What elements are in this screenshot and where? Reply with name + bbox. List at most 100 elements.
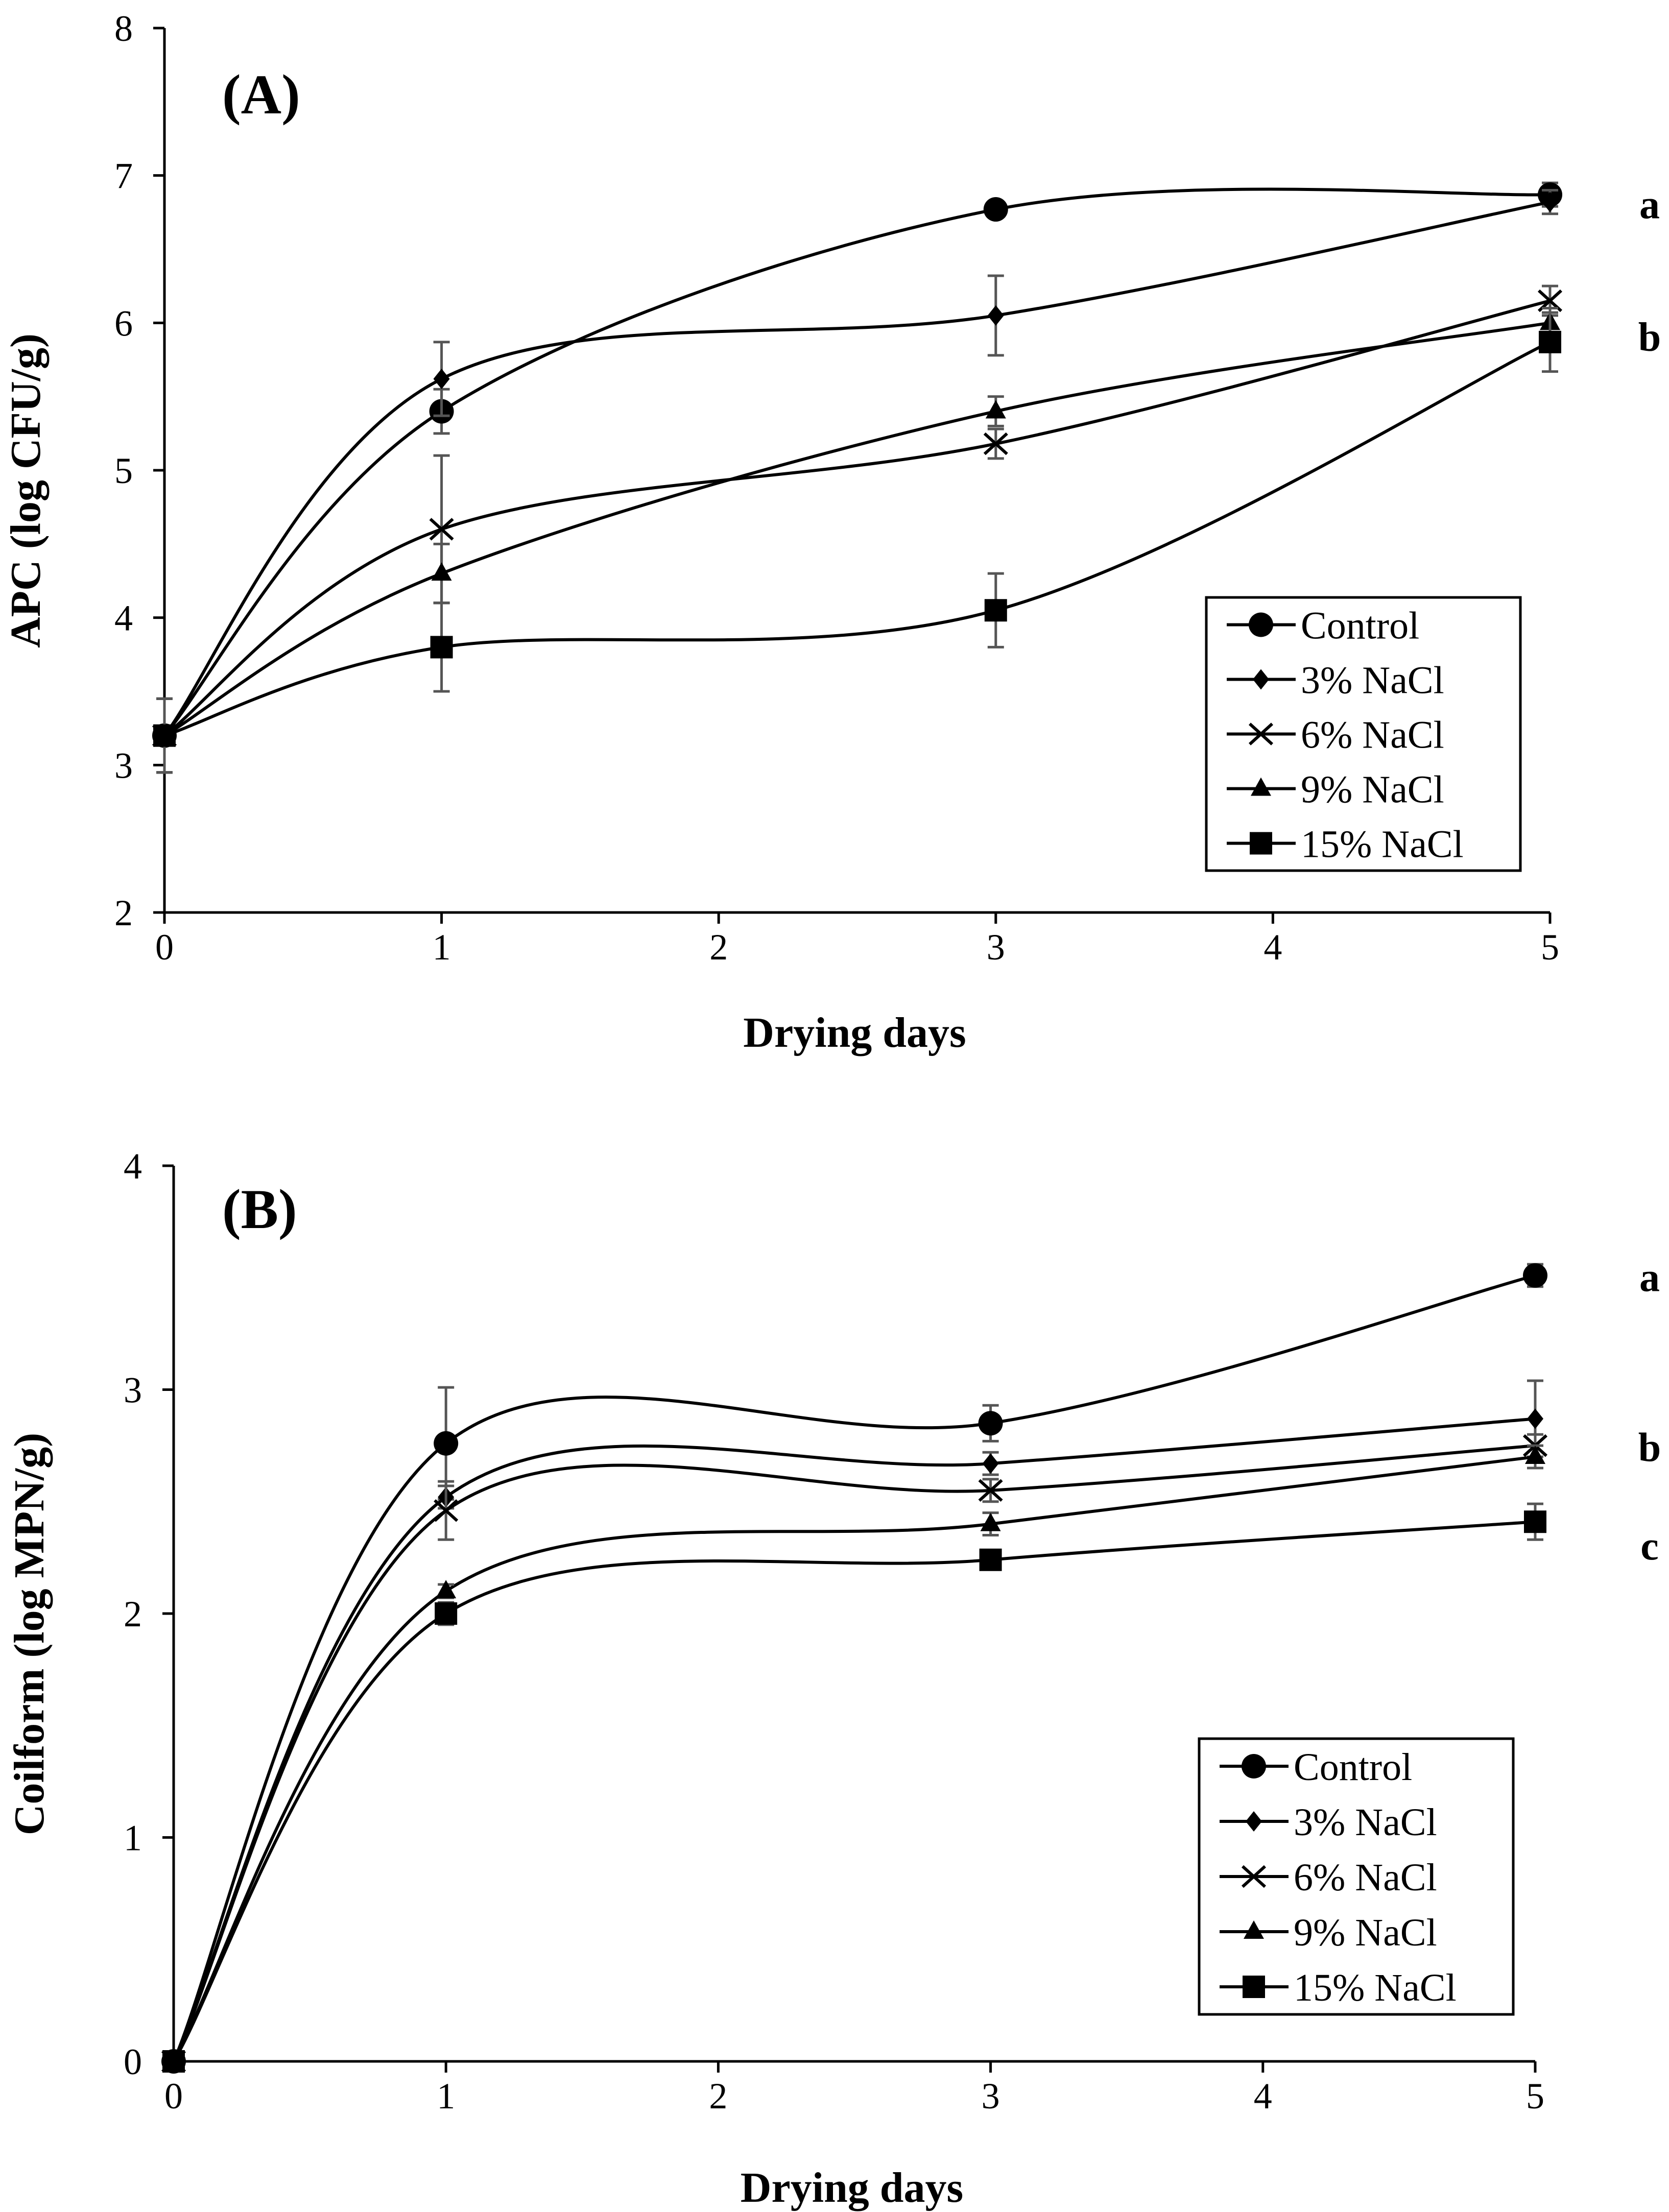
x-tick-label: 4 <box>1263 927 1282 968</box>
x-tick-label: 4 <box>1254 2076 1272 2117</box>
series-6pct-nacl-line <box>172 1444 1536 2062</box>
legend-label: 3% NaCl <box>1294 1801 1437 1844</box>
series-15pct-nacl-marker <box>1524 1510 1546 1533</box>
significance-label-a: a <box>1639 1255 1660 1300</box>
x-tick-label: 1 <box>437 2076 455 2117</box>
legend-6pct-nacl-marker <box>1248 723 1274 746</box>
series-3pct-nacl-marker <box>1527 1408 1543 1429</box>
y-tick-label: 3 <box>124 1370 142 1411</box>
legend-label: 6% NaCl <box>1294 1856 1437 1899</box>
legend-label: 15% NaCl <box>1301 823 1464 866</box>
series-control-line <box>163 187 1551 737</box>
series-6pct-nacl-marker <box>429 518 454 541</box>
y-tick-label: 4 <box>124 1146 142 1187</box>
legend: Control 3% NaCl 6% NaCl 9% NaCl 15% NaCl <box>1205 596 1522 872</box>
y-tick-label: 8 <box>114 8 133 49</box>
series-9pct-nacl-line <box>172 1455 1536 2062</box>
legend-item-15pct-nacl: 15% NaCl <box>1220 1966 1457 2009</box>
x-tick-label: 0 <box>164 2076 183 2117</box>
x-axis-label: Drying days <box>741 2164 963 2211</box>
series-3pct-nacl-line <box>163 200 1551 737</box>
series-15pct-nacl <box>162 1502 1546 2073</box>
significance-label-c: c <box>1640 1524 1659 1569</box>
chart-panel-a: 2 3 4 5 6 7 8 0 1 2 3 4 5 Drying days APC (log CFU/g) (… <box>2 8 1661 1056</box>
y-tick-label: 3 <box>114 745 133 786</box>
series-9pct-nacl-marker <box>431 562 452 581</box>
legend-item-9pct-nacl: 9% NaCl <box>1220 1911 1437 1954</box>
x-tick-label: 3 <box>987 927 1005 968</box>
legend-item-6pct-nacl: 6% NaCl <box>1227 714 1444 757</box>
x-tick-label: 5 <box>1526 2076 1544 2117</box>
series-9pct-nacl-marker <box>985 400 1006 419</box>
y-axis-label: APC (log CFU/g) <box>2 333 50 648</box>
series-15pct-nacl-marker <box>984 599 1007 622</box>
legend-item-3pct-nacl: 3% NaCl <box>1220 1801 1437 1844</box>
y-axis-label: Coilform (log MPN/g) <box>6 1433 53 1835</box>
series-control-marker <box>983 197 1008 222</box>
legend-label: Control <box>1301 605 1419 647</box>
legend-label: 9% NaCl <box>1294 1911 1437 1954</box>
significance-label-b: b <box>1638 315 1661 360</box>
legend-label: 6% NaCl <box>1301 714 1444 757</box>
series-3pct-nacl-marker <box>433 369 450 390</box>
series-15pct-nacl-line <box>172 1520 1536 2062</box>
series-6pct-nacl-line <box>163 299 1551 737</box>
legend-label: Control <box>1294 1746 1412 1789</box>
legend-3pct-nacl-marker <box>1253 669 1269 690</box>
x-tick-label: 1 <box>433 927 451 968</box>
legend-label: 9% NaCl <box>1301 768 1444 811</box>
series-3pct-nacl-line <box>172 1417 1536 2062</box>
series-3pct-nacl-marker <box>987 305 1004 326</box>
x-tick-label: 2 <box>709 927 728 968</box>
y-tick-label: 1 <box>124 1818 142 1859</box>
panel-label: (B) <box>222 1178 297 1240</box>
y-tick-label: 2 <box>124 1594 142 1634</box>
series-9pct-nacl-marker <box>1525 1446 1545 1464</box>
chart-panel-b: 0 1 2 3 4 0 1 2 3 4 5 Drying days Coilform (log MPN/… <box>6 1146 1661 2211</box>
series-15pct-nacl-marker <box>162 2050 185 2073</box>
series-9pct-nacl-marker <box>436 1580 457 1599</box>
legend-control-marker <box>1249 612 1273 637</box>
legend-9pct-nacl-marker <box>1251 777 1271 796</box>
y-tick-label: 4 <box>114 598 133 639</box>
series-control-line <box>172 1273 1536 2062</box>
series-15pct-nacl-marker <box>430 636 453 659</box>
significance-label-b: b <box>1638 1426 1661 1471</box>
legend-item-3pct-nacl: 3% NaCl <box>1227 659 1444 702</box>
legend-label: 3% NaCl <box>1301 659 1444 702</box>
series-9pct-nacl-line <box>163 321 1551 737</box>
legend-15pct-nacl-marker <box>1250 832 1272 855</box>
series-9pct-nacl-marker <box>980 1512 1001 1531</box>
series-6pct-nacl-marker <box>983 432 1008 455</box>
legend: Control 3% NaCl 6% NaCl 9% NaCl 15% NaCl <box>1198 1737 1515 2016</box>
panel-label: (A) <box>222 63 300 126</box>
legend-item-control: Control <box>1227 605 1419 647</box>
series-control-marker <box>978 1411 1003 1436</box>
x-axis-label: Drying days <box>743 1009 966 1056</box>
series-15pct-nacl-marker <box>979 1548 1002 1571</box>
x-tick-label: 2 <box>709 2076 727 2117</box>
legend-item-6pct-nacl: 6% NaCl <box>1220 1856 1437 1899</box>
series-6pct-nacl-marker <box>434 1499 459 1522</box>
legend-15pct-nacl-marker <box>1243 1976 1265 1998</box>
series-15pct-nacl-marker <box>1539 330 1561 353</box>
legend-control-marker <box>1242 1754 1266 1778</box>
series-6pct-nacl-marker <box>978 1479 1003 1502</box>
y-tick-label: 0 <box>124 2041 142 2082</box>
series-3pct-nacl-marker <box>1542 191 1558 212</box>
y-tick-label: 7 <box>114 156 133 197</box>
series-15pct-nacl-marker <box>153 724 176 747</box>
legend-6pct-nacl-marker <box>1241 1865 1267 1888</box>
legend-3pct-nacl-marker <box>1246 1811 1262 1832</box>
x-tick-label: 3 <box>982 2076 1000 2117</box>
y-tick-label: 6 <box>114 303 133 344</box>
legend-item-15pct-nacl: 15% NaCl <box>1227 823 1464 866</box>
y-tick-label: 5 <box>114 450 133 491</box>
y-tick-label: 2 <box>114 893 133 933</box>
legend-item-9pct-nacl: 9% NaCl <box>1227 768 1444 811</box>
series-control-marker <box>434 1431 459 1456</box>
legend-label: 15% NaCl <box>1294 1966 1457 2009</box>
series-15pct-nacl-line <box>164 341 1551 737</box>
x-tick-label: 0 <box>155 927 174 968</box>
